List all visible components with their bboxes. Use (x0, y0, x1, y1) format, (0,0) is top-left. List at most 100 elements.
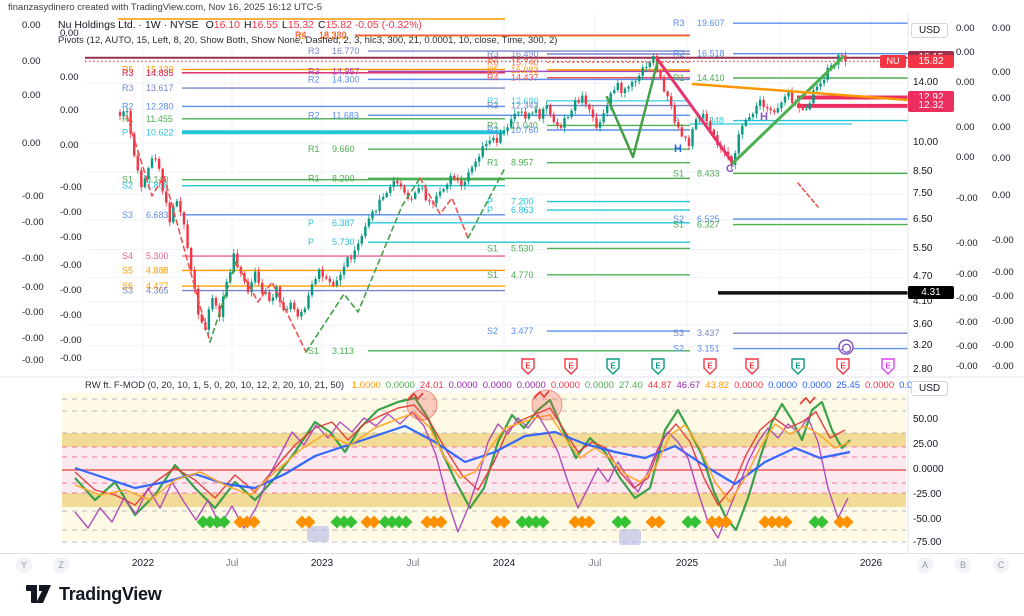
svg-text:8.433: 8.433 (697, 168, 720, 178)
svg-text:10.622: 10.622 (146, 127, 174, 137)
svg-text:R3: R3 (122, 83, 134, 93)
float-value-label: 0.00 (60, 72, 79, 83)
indicator-tick: -75.00 (913, 537, 942, 548)
indicator-axis-currency[interactable]: USD (911, 381, 949, 396)
svg-text:S1: S1 (122, 175, 133, 185)
indicator-value: 0.0000 (448, 380, 478, 391)
svg-text:S3: S3 (122, 210, 133, 220)
timeframe-button-z[interactable]: Z (53, 557, 69, 573)
timeframe-button-y[interactable]: Y (16, 557, 32, 573)
svg-text:S3: S3 (122, 286, 133, 296)
svg-text:P: P (122, 127, 128, 137)
pattern-letter-h: H (674, 143, 682, 155)
price-tick: 7.50 (913, 188, 933, 200)
indicator-tick: -50.00 (913, 514, 942, 525)
time-label: 2023 (310, 558, 334, 569)
svg-text:R1: R1 (308, 173, 320, 183)
earnings-icon[interactable]: E (651, 358, 665, 375)
pattern-overlays: H H C (126, 55, 910, 353)
ohlc-value: 16.55 (251, 19, 278, 31)
float-value-label: 0.00 (22, 90, 41, 101)
earnings-icon[interactable]: E (564, 358, 578, 375)
time-label: 2022 (131, 558, 155, 569)
svg-text:6.525: 6.525 (697, 214, 720, 224)
svg-text:15.740: 15.740 (511, 57, 539, 67)
svg-text:R1: R1 (487, 158, 499, 168)
earnings-icon[interactable]: E (881, 358, 895, 375)
svg-text:8.140: 8.140 (146, 175, 169, 185)
symbol-legend[interactable]: Nu Holdings Ltd. · 1W · NYSE O16.10 H16.5… (58, 19, 422, 31)
tradingview-logo-icon (26, 585, 51, 603)
price-tick: 6.50 (913, 213, 933, 225)
svg-text:11.040: 11.040 (511, 120, 538, 130)
pattern-letter-h: H (760, 111, 768, 123)
float-value-label: -0.00 (956, 193, 978, 204)
svg-text:14.437: 14.437 (511, 73, 539, 83)
cycle-icon[interactable] (838, 339, 854, 355)
indicator-value: 44.87 (647, 380, 672, 391)
timeframe-button-a[interactable]: A (917, 557, 933, 573)
svg-text:4.477: 4.477 (146, 281, 169, 291)
svg-text:P: P (308, 218, 314, 228)
svg-text:E: E (655, 362, 661, 371)
earnings-icon[interactable]: E (745, 358, 759, 375)
earnings-icon[interactable]: E (703, 358, 717, 375)
price-badge: 12.32 (908, 99, 954, 113)
timeframe-button-c[interactable]: C (993, 557, 1009, 573)
price-tick: 3.60 (913, 318, 933, 330)
tradingview-brand[interactable]: TradingView (26, 582, 162, 606)
float-value-label: -0.00 (956, 317, 978, 328)
svg-text:E: E (568, 362, 574, 371)
svg-text:R3: R3 (308, 66, 320, 76)
svg-text:R1: R1 (487, 120, 499, 130)
svg-text:10.760: 10.760 (511, 125, 539, 135)
svg-text:19.607: 19.607 (697, 18, 725, 28)
svg-text:P: P (487, 205, 493, 215)
svg-text:R2: R2 (673, 49, 685, 59)
earnings-icon[interactable]: E (606, 358, 620, 375)
svg-text:S6: S6 (122, 281, 133, 291)
float-value-label: 0.00 (992, 23, 1011, 34)
indicator-value: 0.0000 (802, 380, 832, 391)
float-value-label: -0.00 (992, 235, 1014, 246)
price-badge: 4.31 (908, 286, 954, 300)
float-value-label: -0.00 (22, 282, 44, 293)
float-value-label: -0.00 (956, 293, 978, 304)
time-label: 2024 (492, 558, 516, 569)
svg-text:14.957: 14.957 (332, 66, 360, 76)
price-axis-currency[interactable]: USD (911, 23, 949, 38)
float-value-label: -0.00 (22, 307, 44, 318)
earnings-icon[interactable]: E (836, 358, 850, 375)
float-value-label: 0.00 (992, 153, 1011, 164)
svg-text:E: E (840, 362, 846, 371)
svg-text:12.280: 12.280 (146, 101, 174, 111)
svg-text:R3: R3 (308, 46, 320, 56)
svg-text:12.343: 12.343 (511, 101, 539, 111)
svg-text:R3: R3 (122, 68, 134, 78)
ohlc-letter: L (281, 19, 288, 31)
highlight-circle (406, 389, 438, 421)
svg-text:16.770: 16.770 (332, 46, 360, 56)
float-value-label: 0.00 (22, 138, 41, 149)
svg-text:16.490: 16.490 (511, 49, 539, 59)
series-red (74, 404, 846, 506)
svg-text:S1: S1 (487, 243, 498, 253)
earnings-icon[interactable]: E (521, 358, 535, 375)
svg-text:3.151: 3.151 (697, 344, 720, 354)
pivot-settings-legend[interactable]: Pivots (12, AUTO, 15, Left, 8, 20, Show … (58, 35, 558, 46)
ohlc-values: O16.10 H16.55 L15.32 C15.82 (202, 19, 352, 31)
float-value-label: -0.00 (992, 291, 1014, 302)
svg-text:4.770: 4.770 (511, 270, 534, 280)
float-value-label: 0.00 (956, 152, 975, 163)
indicator-legend[interactable]: RW ft. F-MOD (0, 20, 10, 1, 5, 0, 20, 10… (85, 380, 938, 391)
timeframe-button-b[interactable]: B (955, 557, 971, 573)
float-value-label: -0.00 (22, 355, 44, 366)
time-axis[interactable]: 2022 Jul 2023 Jul 2024 Jul 2025 Jul 2026 Y Z A B C (0, 553, 1024, 576)
earnings-icon[interactable]: E (791, 358, 805, 375)
indicator-value: 25.45 (836, 380, 861, 391)
float-value-label: 0.00 (60, 28, 79, 39)
indicator-tick: 25.00 (913, 439, 939, 450)
svg-text:6.863: 6.863 (511, 205, 534, 215)
svg-text:R5: R5 (295, 31, 307, 41)
